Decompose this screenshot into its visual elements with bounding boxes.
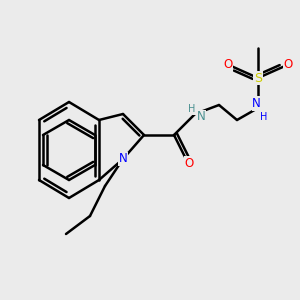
Text: O: O — [184, 157, 194, 170]
Text: H: H — [260, 112, 267, 122]
Text: H: H — [188, 104, 196, 115]
Text: S: S — [254, 71, 262, 85]
Text: O: O — [284, 58, 292, 71]
Text: O: O — [224, 58, 232, 71]
Text: N: N — [196, 110, 206, 124]
Text: N: N — [118, 152, 127, 166]
Text: N: N — [252, 97, 261, 110]
